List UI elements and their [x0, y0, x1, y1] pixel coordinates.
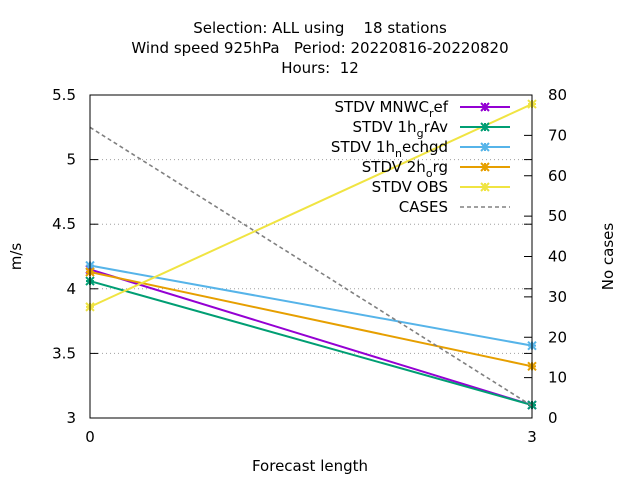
series-line: [89, 103, 533, 308]
y-tick-label: 4.5: [52, 215, 76, 233]
y-tick-label: 5: [66, 151, 76, 169]
y-tick-label: 5.5: [52, 86, 76, 104]
y2-tick-label: 70: [548, 126, 567, 144]
legend-label: STDV 1hgrAv: [353, 118, 449, 140]
y2-tick-label: 50: [548, 207, 567, 225]
y-axis-label: m/s: [7, 243, 25, 271]
x-axis-label: Forecast length: [252, 457, 368, 475]
legend-label: STDV OBS: [372, 178, 448, 196]
x-tick-label: 0: [85, 428, 95, 446]
title-line: Wind speed 925hPa Period: 20220816-20220…: [131, 39, 508, 57]
series-line: [89, 264, 533, 347]
legend-item: STDV MNWCref: [334, 98, 510, 120]
series-line: [89, 268, 533, 407]
x-tick-label: 3: [527, 428, 537, 446]
y-tick-label: 4: [66, 280, 76, 298]
series-line: [89, 280, 533, 407]
y-tick-label: 3.5: [52, 344, 76, 362]
legend-item: CASES: [399, 198, 510, 216]
plot-frame: [89, 94, 533, 419]
legend-label: CASES: [399, 198, 448, 216]
legend-label: STDV 2horg: [362, 158, 448, 180]
legend-label: STDV 1hnechgd: [331, 138, 448, 160]
y2-tick-label: 40: [548, 248, 567, 266]
y2-tick-label: 10: [548, 369, 567, 387]
y2-tick-label: 30: [548, 288, 567, 306]
data-point: [480, 122, 490, 132]
legend-item: STDV OBS: [372, 178, 510, 196]
title-line: Selection: ALL using 18 stations: [193, 19, 447, 37]
legend-item: STDV 2horg: [362, 158, 510, 180]
data-point: [480, 162, 490, 172]
legend-label: STDV MNWCref: [334, 98, 448, 120]
legend-item: STDV 1hnechgd: [331, 138, 510, 160]
data-point: [480, 102, 490, 112]
legend-item: STDV 1hgrAv: [353, 118, 510, 140]
series-line: [89, 126, 533, 407]
series-layer: [85, 99, 537, 410]
title-line: Hours: 12: [281, 59, 359, 77]
chart-title: Selection: ALL using 18 stations Wind spe…: [131, 19, 508, 77]
y2-tick-label: 20: [548, 328, 567, 346]
y2-tick-label: 60: [548, 167, 567, 185]
grid-lines: [90, 159, 532, 354]
y2-tick-label: 80: [548, 86, 567, 104]
series-line: [89, 271, 533, 368]
data-point: [480, 182, 490, 192]
data-point: [480, 142, 490, 152]
y2-tick-label: 0: [548, 409, 558, 427]
y2-axis-label: No cases: [599, 223, 617, 291]
y-tick-label: 3: [66, 409, 76, 427]
